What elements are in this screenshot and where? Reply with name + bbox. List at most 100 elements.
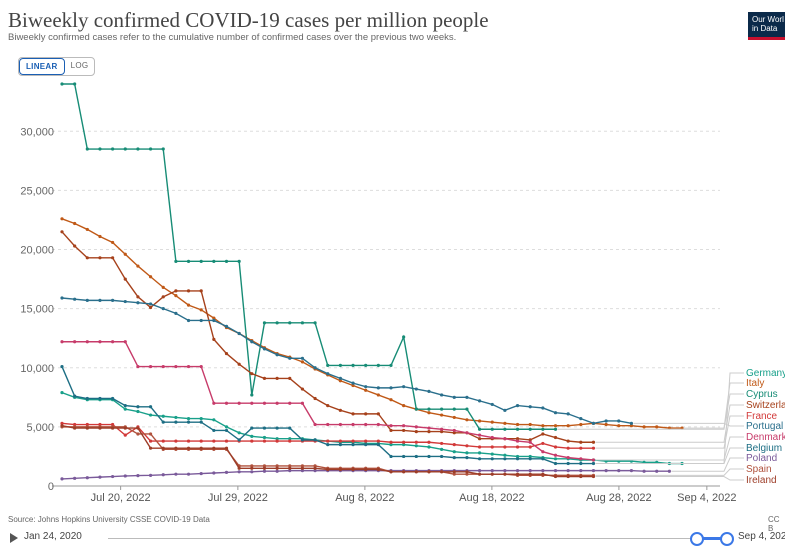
data-point: [326, 467, 330, 472]
data-point: [402, 428, 406, 433]
timeline-track[interactable]: [108, 538, 698, 539]
log-scale-button[interactable]: LOG: [70, 61, 89, 70]
data-point: [414, 444, 418, 448]
data-point: [224, 259, 229, 263]
data-point: [199, 439, 203, 443]
data-point: [414, 387, 418, 391]
data-point: [515, 457, 520, 461]
data-point: [85, 298, 89, 302]
data-point: [262, 435, 267, 440]
play-icon[interactable]: [10, 533, 18, 543]
legend-connector: [671, 457, 744, 472]
data-point: [414, 407, 418, 411]
data-point: [212, 401, 216, 405]
data-point: [148, 446, 153, 450]
data-point: [528, 469, 532, 473]
legend-connector: [595, 415, 744, 449]
data-point: [326, 404, 330, 408]
data-point: [212, 428, 216, 433]
data-point: [212, 418, 216, 422]
source-note[interactable]: Source: Johns Hopkins University CSSE CO…: [8, 515, 210, 524]
data-point: [440, 427, 444, 431]
data-point: [161, 414, 165, 418]
data-point: [313, 464, 317, 468]
data-point: [427, 454, 431, 459]
series-line-italy: [61, 218, 683, 429]
data-point: [136, 364, 140, 369]
data-point: [364, 412, 368, 416]
legend-label: Ireland: [746, 475, 777, 486]
data-point: [161, 420, 165, 424]
data-point: [427, 470, 431, 474]
data-point: [98, 256, 102, 260]
data-point: [629, 421, 634, 425]
data-point: [262, 376, 267, 381]
data-point: [566, 461, 570, 466]
data-point: [212, 337, 216, 341]
data-point: [199, 471, 203, 476]
legend-connector: [684, 382, 744, 429]
data-point: [111, 256, 115, 260]
data-point: [111, 340, 115, 344]
data-point: [364, 467, 368, 472]
data-point: [452, 472, 456, 476]
data-point: [541, 424, 545, 428]
data-point: [237, 362, 241, 366]
data-point: [237, 431, 241, 435]
linear-scale-button[interactable]: LINEAR: [19, 58, 65, 75]
data-point: [655, 469, 659, 473]
data-point: [427, 426, 431, 430]
legend-connector: [595, 404, 744, 443]
data-point: [490, 457, 494, 461]
data-point: [136, 473, 140, 478]
data-point: [275, 469, 279, 473]
data-point: [60, 230, 64, 234]
data-point: [503, 445, 507, 449]
timeline-end-handle[interactable]: [720, 532, 734, 546]
data-point: [591, 458, 596, 462]
data-point: [123, 299, 127, 304]
data-point: [477, 472, 482, 476]
x-tick-label: Sep 4, 2022: [677, 492, 736, 504]
data-point: [161, 446, 165, 450]
data-point: [275, 439, 279, 443]
data-point: [604, 419, 608, 423]
data-point: [629, 424, 634, 428]
data-point: [174, 259, 178, 263]
data-point: [85, 340, 89, 344]
timeline-start-handle[interactable]: [690, 532, 704, 546]
data-point: [465, 472, 469, 476]
legend-connector: [684, 372, 744, 465]
data-point: [503, 469, 507, 473]
data-point: [250, 464, 254, 468]
data-point: [591, 469, 596, 473]
y-tick-label: 0: [48, 481, 54, 493]
legend-label: Cyprus: [746, 389, 778, 400]
data-point: [452, 470, 456, 474]
data-point: [528, 422, 532, 427]
data-point: [591, 461, 596, 466]
data-point: [60, 217, 64, 221]
data-point: [351, 383, 355, 388]
data-point: [414, 440, 418, 444]
our-world-in-data-logo[interactable]: Our Worl in Data: [748, 12, 785, 40]
data-point: [212, 316, 216, 320]
y-tick-label: 20,000: [20, 245, 54, 257]
data-point: [275, 401, 279, 405]
data-point: [503, 437, 507, 441]
data-point: [642, 425, 646, 429]
legend-label: Poland: [746, 453, 777, 464]
data-point: [148, 305, 153, 310]
data-point: [224, 425, 229, 429]
data-point: [490, 435, 494, 440]
data-point: [376, 439, 380, 443]
data-point: [338, 439, 342, 443]
data-point: [465, 456, 469, 460]
chart-title: Biweekly confirmed COVID-19 cases per mi…: [8, 8, 489, 32]
data-point: [174, 446, 178, 450]
license-note[interactable]: CC B: [768, 515, 780, 533]
data-point: [515, 472, 520, 476]
data-point: [553, 427, 558, 431]
data-point: [161, 285, 165, 289]
data-point: [199, 446, 203, 450]
